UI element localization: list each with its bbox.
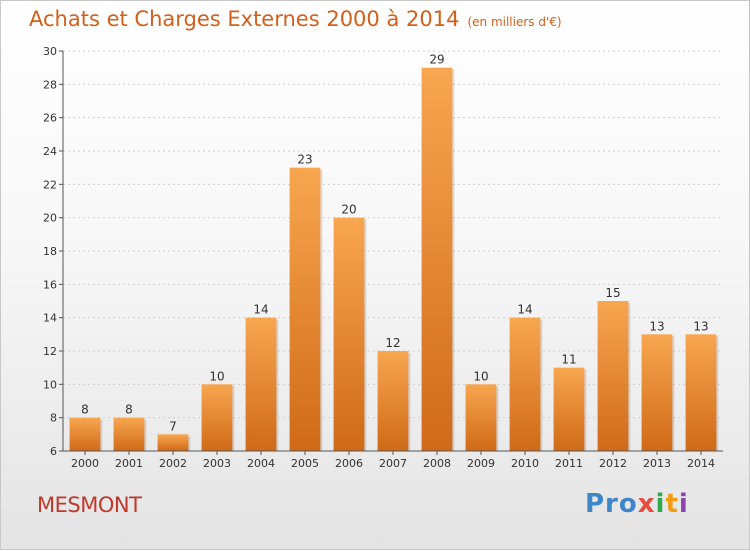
- chart-title-block: Achats et Charges Externes 2000 à 2014 (e…: [29, 7, 562, 31]
- logo-part-3: i: [655, 489, 666, 519]
- x-tick-label: 2009: [467, 457, 495, 470]
- x-tick-label: 2005: [291, 457, 319, 470]
- place-name: MESMONT: [37, 493, 142, 517]
- logo-part-4: t: [665, 489, 679, 519]
- axes: 6 8 10 12 14 16 18 20 22 24 26 28 30 2000 2001 2002 2003…: [43, 45, 723, 470]
- y-tick-label: 22: [43, 178, 57, 191]
- bar: [553, 367, 585, 451]
- x-tick-label: 2000: [71, 457, 99, 470]
- y-tick-label: 28: [43, 78, 57, 91]
- bar-value-label: 14: [517, 303, 532, 317]
- bar: [245, 317, 277, 451]
- y-tick-label: 16: [43, 278, 57, 291]
- bar: [421, 67, 453, 452]
- bar: [685, 334, 717, 451]
- x-tick-label: 2006: [335, 457, 363, 470]
- x-tick-label: 2008: [423, 457, 451, 470]
- bar-value-label: 12: [385, 336, 400, 350]
- bar-value-label: 14: [253, 303, 268, 317]
- bar-value-label: 8: [81, 403, 89, 417]
- x-tick-label: 2011: [555, 457, 583, 470]
- bar-value-label: 10: [473, 369, 488, 383]
- x-tick-label: 2012: [599, 457, 627, 470]
- chart-title: Achats et Charges Externes 2000 à 2014: [29, 7, 460, 31]
- bar: [289, 167, 321, 451]
- bar: [509, 317, 541, 451]
- y-tick-label: 24: [43, 145, 57, 158]
- logo-part-2: x: [637, 489, 656, 519]
- bar-value-label: 15: [605, 286, 620, 300]
- bar-value-label: 23: [297, 153, 312, 167]
- x-tick-label: 2014: [687, 457, 715, 470]
- bar: [377, 351, 409, 451]
- x-tick-label: 2013: [643, 457, 671, 470]
- bars: 8 8 7 10 14 23 20 12 29 10 14 11 15 13 13: [69, 53, 719, 452]
- bar-value-label: 13: [649, 319, 664, 333]
- x-tick-label: 2004: [247, 457, 275, 470]
- x-tick-label: 2001: [115, 457, 143, 470]
- bar-value-label: 29: [429, 53, 444, 67]
- bar: [113, 417, 145, 451]
- bar-value-label: 8: [125, 403, 133, 417]
- bar: [597, 301, 629, 451]
- bar: [333, 217, 365, 451]
- logo-part-5: i: [678, 489, 689, 519]
- y-tick-label: 20: [43, 212, 57, 225]
- proxiti-logo: Proxiti: [585, 489, 689, 519]
- bar-value-label: 20: [341, 203, 356, 217]
- bar: [157, 434, 189, 451]
- y-tick-label: 8: [50, 412, 57, 425]
- y-tick-label: 12: [43, 345, 57, 358]
- x-tick-label: 2007: [379, 457, 407, 470]
- y-tick-label: 18: [43, 245, 57, 258]
- x-tick-label: 2010: [511, 457, 539, 470]
- x-tick-label: 2003: [203, 457, 231, 470]
- chart-unit: (en milliers d'€): [467, 15, 562, 29]
- y-tick-label: 30: [43, 45, 57, 58]
- bar: [201, 384, 233, 451]
- y-tick-label: 6: [50, 445, 57, 458]
- bar-value-label: 7: [169, 419, 177, 433]
- y-tick-label: 10: [43, 378, 57, 391]
- logo-part-1: Pro: [585, 489, 638, 519]
- bar: [641, 334, 673, 451]
- bar-value-label: 11: [561, 353, 576, 367]
- x-tick-label: 2002: [159, 457, 187, 470]
- bar: [465, 384, 497, 451]
- bar: [69, 417, 101, 451]
- bar-value-label: 13: [693, 319, 708, 333]
- bar-value-label: 10: [209, 369, 224, 383]
- y-tick-label: 14: [43, 312, 57, 325]
- y-tick-label: 26: [43, 112, 57, 125]
